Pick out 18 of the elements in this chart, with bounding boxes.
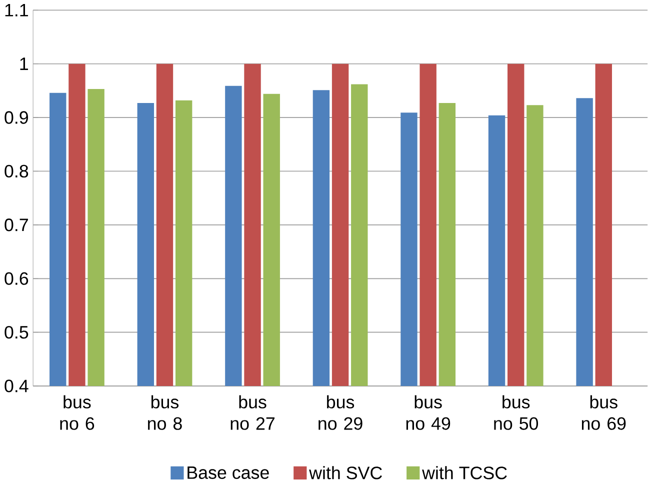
y-tick-label: 1.1 xyxy=(5,4,28,16)
y-tick-label: 0.7 xyxy=(4,218,28,232)
y-tick-label: 0.4 xyxy=(4,380,28,392)
y-tick-label: 1 xyxy=(20,58,28,70)
legend-label: with TCSC xyxy=(422,466,507,480)
y-tick-label: 0.9 xyxy=(4,111,28,124)
x-tick-label: bus no 8 xyxy=(148,395,182,430)
x-tick-label: bus no 69 xyxy=(582,395,626,430)
x-tick-label: bus no 29 xyxy=(318,395,362,430)
y-tick-label: 0.5 xyxy=(4,326,28,339)
y-tick-label: 0.8 xyxy=(4,165,28,178)
x-tick-label: bus no 50 xyxy=(494,395,538,430)
x-tick-label: bus no 27 xyxy=(230,395,274,430)
legend-label: with SVC xyxy=(309,466,382,480)
y-tick-label: 0.6 xyxy=(4,272,28,286)
x-tick-label: bus no 49 xyxy=(406,395,450,430)
legend-label: Base case xyxy=(188,466,269,480)
x-tick-label: bus no 6 xyxy=(60,395,94,430)
